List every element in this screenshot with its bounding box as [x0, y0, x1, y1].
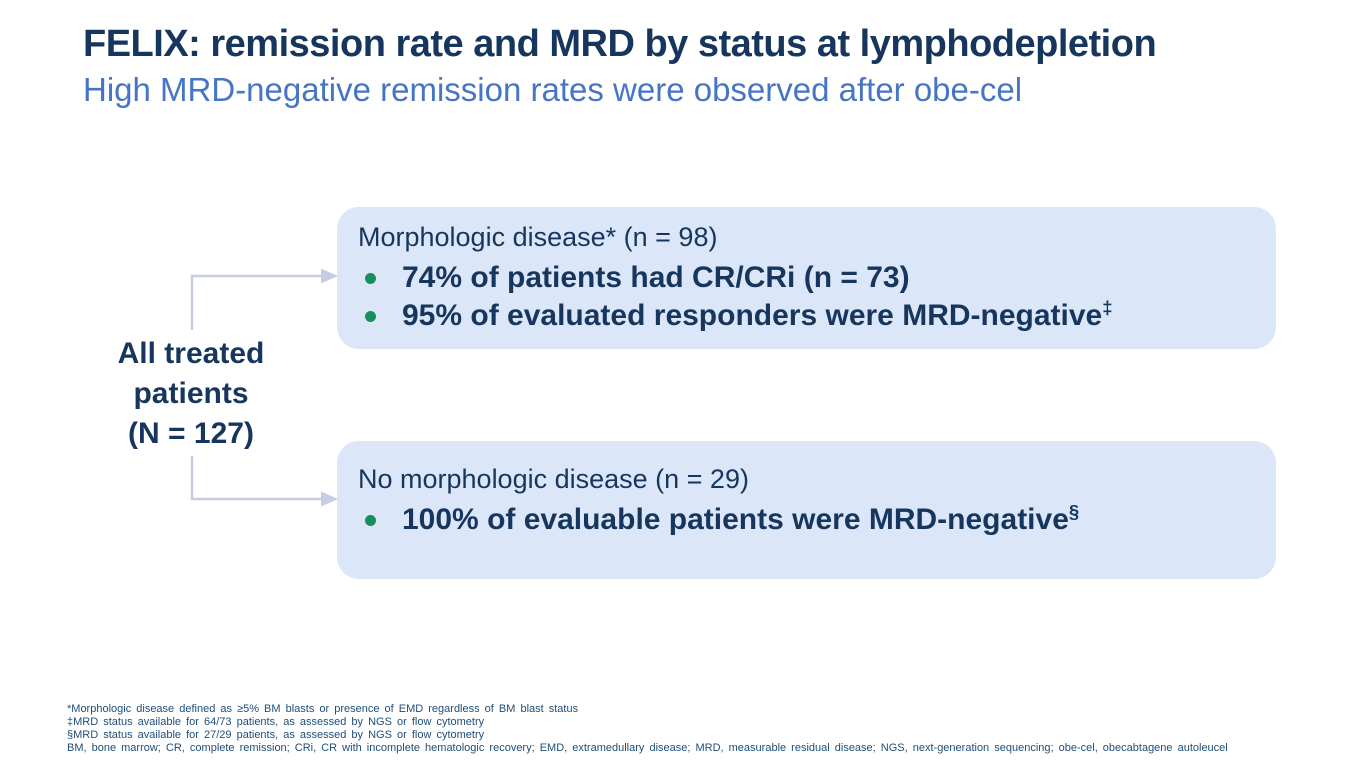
bullet-text: 95% of evaluated responders were MRD-neg… [402, 299, 1103, 332]
bullet-item: 74% of patients had CR/CRi (n = 73) [358, 259, 1252, 297]
bullet-text: 74% of patients had CR/CRi (n = 73) [402, 261, 910, 294]
bullet-dot-icon [365, 311, 376, 322]
connector-bottom-line [190, 456, 321, 501]
box-header: Morphologic disease* (n = 98) [358, 222, 718, 252]
footnote-line: BM, bone marrow; CR, complete remission;… [67, 742, 1228, 754]
bullet-dot-icon [365, 515, 376, 526]
morphologic-disease-box: Morphologic disease* (n = 98) 74% of pat… [337, 207, 1276, 349]
footnote-line: *Morphologic disease defined as ≥5% BM b… [67, 703, 579, 715]
connector-top-line [190, 274, 321, 330]
root-node-label: All treated patients (N = 127) [117, 337, 265, 450]
bullet-item: 95% of evaluated responders were MRD-neg… [358, 297, 1252, 335]
bullet-list: 100% of evaluable patients were MRD-nega… [358, 501, 1252, 539]
bullet-list: 74% of patients had CR/CRi (n = 73) 95% … [358, 259, 1252, 335]
footnote-marker: ‡ [1102, 297, 1113, 318]
arrow-right-icon [321, 268, 338, 284]
slide-title: FELIX: remission rate and MRD by status … [83, 23, 1157, 65]
slide-subtitle: High MRD-negative remission rates were o… [83, 71, 1023, 108]
footnote-line: §MRD status available for 27/29 patients… [67, 729, 485, 741]
bullet-item: 100% of evaluable patients were MRD-nega… [358, 501, 1252, 539]
no-morphologic-disease-box: No morphologic disease (n = 29) 100% of … [337, 441, 1276, 579]
box-header: No morphologic disease (n = 29) [358, 464, 749, 494]
bullet-dot-icon [365, 273, 376, 284]
footnote-line: ‡MRD status available for 64/73 patients… [67, 716, 485, 728]
bullet-text: 100% of evaluable patients were MRD-nega… [402, 503, 1069, 536]
footnotes-block: *Morphologic disease defined as ≥5% BM b… [67, 703, 1228, 755]
arrow-right-icon [321, 491, 338, 507]
footnote-marker: § [1068, 501, 1080, 522]
